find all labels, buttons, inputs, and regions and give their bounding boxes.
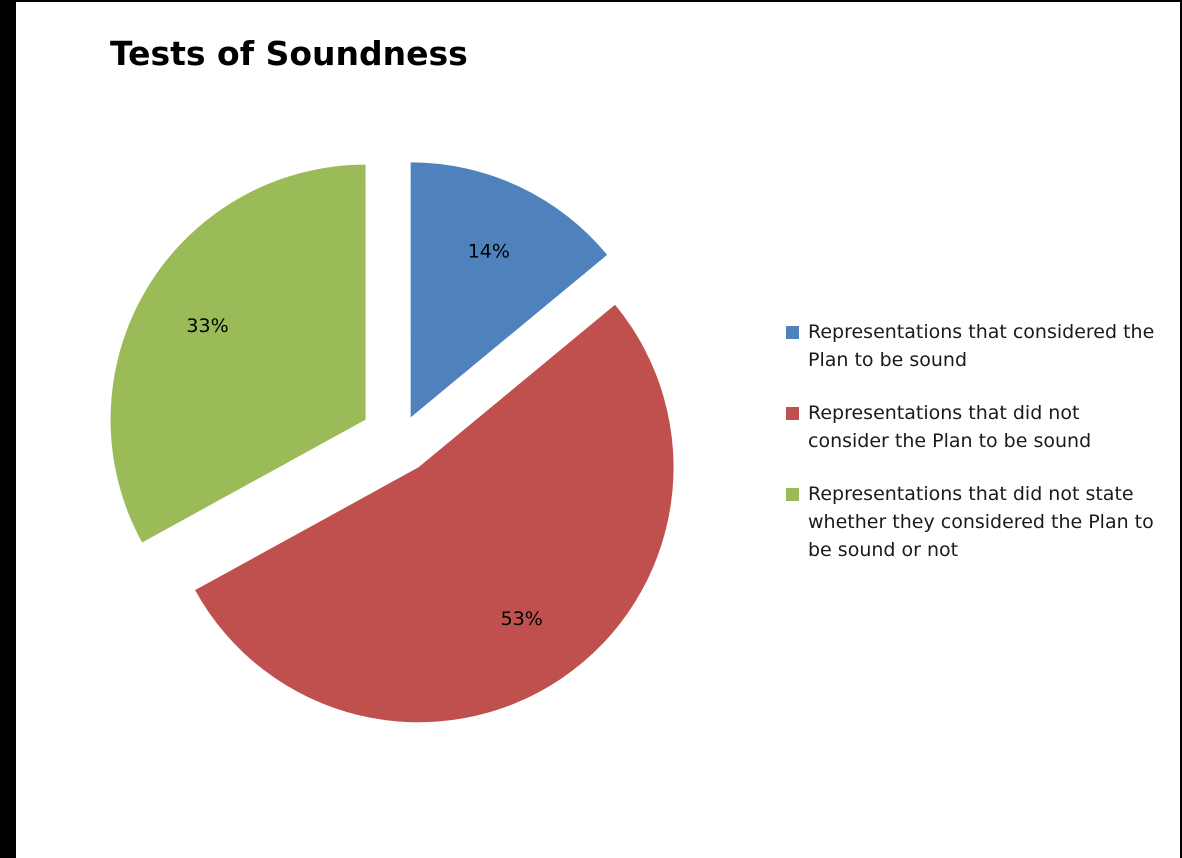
chart-title: Tests of Soundness <box>110 34 468 73</box>
slice-data-label: 33% <box>186 315 228 337</box>
legend-label: Representations that did not consider th… <box>808 402 1092 452</box>
legend-swatch <box>786 407 799 420</box>
legend-label: Representations that did not state wheth… <box>808 483 1154 561</box>
pie-slices <box>110 162 674 723</box>
chart-legend: Representations that considered the Plan… <box>786 318 1166 589</box>
legend-item: Representations that did not state wheth… <box>786 480 1166 564</box>
pie-slice <box>195 304 674 723</box>
legend-swatch <box>786 488 799 501</box>
slice-data-label: 14% <box>468 240 510 262</box>
legend-item: Representations that considered the Plan… <box>786 318 1166 374</box>
pie-labels: 14% 53% 33% <box>186 240 542 630</box>
pie-slice <box>110 164 366 543</box>
legend-item: Representations that did not consider th… <box>786 399 1166 455</box>
legend-swatch <box>786 326 799 339</box>
pie-slice <box>410 162 608 418</box>
slice-data-label: 53% <box>501 608 543 630</box>
legend-label: Representations that considered the Plan… <box>808 321 1155 371</box>
